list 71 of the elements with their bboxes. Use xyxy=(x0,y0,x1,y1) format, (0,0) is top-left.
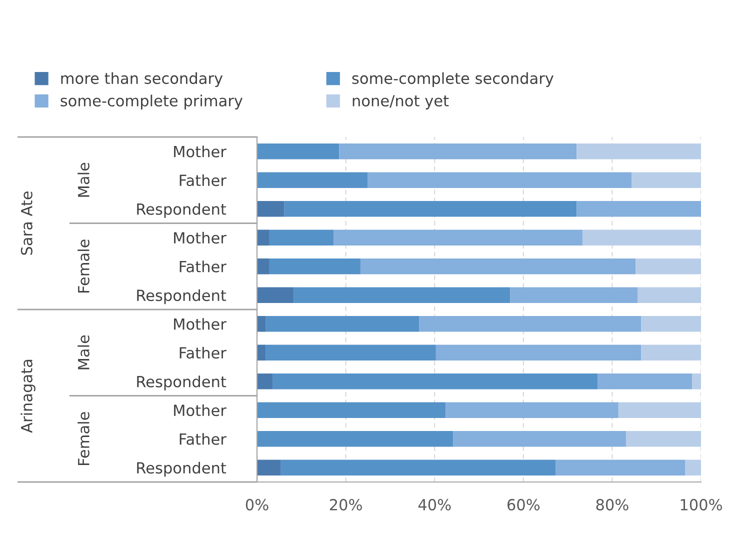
y-tick-label: Father xyxy=(180,433,226,445)
bar xyxy=(257,373,273,390)
bar xyxy=(598,373,692,390)
bar xyxy=(266,316,420,332)
bar xyxy=(618,402,701,418)
bar xyxy=(257,460,281,476)
bar xyxy=(284,200,577,217)
x-tick-label: 40% xyxy=(418,498,451,510)
bar xyxy=(257,344,266,361)
bar xyxy=(641,316,701,332)
bar xyxy=(510,287,638,304)
bar xyxy=(266,344,436,361)
legend-label: some-complete primary xyxy=(60,94,243,110)
bar xyxy=(641,344,701,361)
y-tick-label: Respondent xyxy=(137,289,226,304)
y-tick-label: Respondent xyxy=(137,462,226,477)
y-tick-label: Mother xyxy=(174,404,226,416)
y-tick-label: Father xyxy=(180,346,226,359)
bar xyxy=(446,402,618,418)
bar xyxy=(453,430,626,447)
y-tick-label: Respondent xyxy=(137,203,226,218)
bar xyxy=(638,287,701,304)
y-tick-label: Mother xyxy=(174,146,226,158)
bar xyxy=(556,460,686,476)
bar xyxy=(294,287,510,304)
x-tick-label: 60% xyxy=(507,498,540,510)
bar xyxy=(360,258,636,274)
bar xyxy=(257,200,284,217)
bar xyxy=(257,172,368,188)
bar xyxy=(257,230,269,246)
bar xyxy=(257,143,340,160)
bar xyxy=(576,143,701,160)
text: Female xyxy=(78,240,90,292)
bar xyxy=(257,430,454,447)
text: Female xyxy=(78,412,90,465)
legend-label: none/not yet xyxy=(352,95,449,110)
bar xyxy=(436,344,642,361)
x-tick-label: 80% xyxy=(596,498,628,510)
y-tick-label: Mother xyxy=(174,232,226,244)
bar xyxy=(257,316,266,332)
bar xyxy=(272,373,598,390)
text: Arinagata xyxy=(20,360,36,433)
text: Male xyxy=(78,162,90,197)
bar xyxy=(280,460,556,476)
y-tick-label: Respondent xyxy=(137,376,226,390)
bar xyxy=(692,373,701,390)
legend-label: more than secondary xyxy=(61,72,223,88)
bar xyxy=(257,258,269,274)
x-tick-label: 0% xyxy=(246,498,268,510)
y-tick-label: Mother xyxy=(174,318,226,330)
bar xyxy=(576,200,701,217)
text: Sara Ate xyxy=(20,191,32,255)
y-tick-label: Father xyxy=(180,260,226,272)
bar xyxy=(339,143,577,160)
bar xyxy=(257,402,446,418)
bar xyxy=(632,172,701,188)
x-tick-label: 100% xyxy=(680,498,722,510)
bar xyxy=(636,258,701,274)
bar xyxy=(268,230,334,246)
y-tick-label: Father xyxy=(180,174,226,186)
x-tick-label: 20% xyxy=(330,498,362,510)
bar xyxy=(582,230,701,246)
bar xyxy=(257,287,294,304)
bar xyxy=(626,430,701,447)
bar xyxy=(685,460,701,476)
text: Male xyxy=(78,335,90,370)
bar xyxy=(419,316,642,332)
legend-label: some-complete secondary xyxy=(352,72,554,88)
bar xyxy=(268,258,360,274)
bar xyxy=(368,172,632,188)
bar xyxy=(334,230,582,246)
